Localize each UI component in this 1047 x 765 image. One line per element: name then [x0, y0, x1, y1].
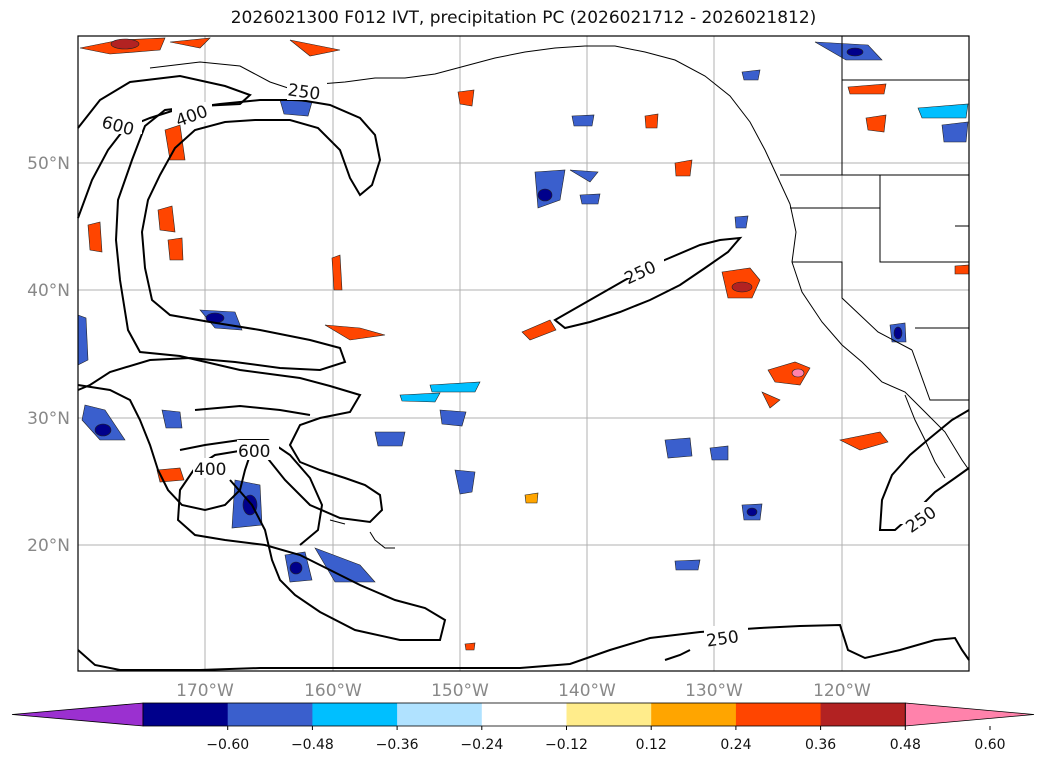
- gridlines: [78, 36, 969, 671]
- lon-label: 170°W: [176, 681, 234, 701]
- lon-label: 150°W: [431, 681, 489, 701]
- map-title: 2026021300 F012 IVT, precipitation PC (2…: [230, 8, 817, 28]
- colorbar-outline: [142, 702, 906, 727]
- map-area: [78, 36, 969, 671]
- lon-label: 160°W: [304, 681, 362, 701]
- lon-label: 140°W: [558, 681, 616, 701]
- colorbar-tick-label: 0.48: [890, 737, 921, 753]
- colorbar-tick-label: 0.12: [636, 737, 667, 753]
- lon-label: 120°W: [813, 681, 871, 701]
- colorbar: −0.60 −0.48 −0.36 −0.24 −0.12 0.12 0.24 0.36 0.4…: [11, 702, 1035, 753]
- colorbar-tick-label: −0.12: [545, 737, 588, 753]
- colorbar-tick-label: −0.36: [376, 737, 419, 753]
- lat-label: 30°N: [27, 409, 70, 429]
- colorbar-tick-label: −0.60: [206, 737, 249, 753]
- colorbar-tick-label: −0.24: [460, 737, 503, 753]
- contour-labels: 250 400 600 250 600 400 250 250: [100, 80, 942, 652]
- colorbar-tick-label: 0.36: [805, 737, 836, 753]
- longitude-labels: 170°W 160°W 150°W 140°W 130°W 120°W: [176, 681, 871, 701]
- colorbar-segment: [566, 703, 652, 726]
- contour-label: 250: [286, 80, 321, 104]
- colorbar-segment: [312, 703, 398, 726]
- lon-label: 130°W: [685, 681, 743, 701]
- colorbar-segment: [481, 703, 567, 726]
- latitude-labels: 50°N 40°N 30°N 20°N: [27, 154, 70, 556]
- lat-label: 20°N: [27, 536, 70, 556]
- precip-negative-blobs: [77, 41, 969, 583]
- colorbar-segment: [397, 703, 483, 726]
- colorbar-segment: [143, 703, 229, 726]
- colorbar-tick-label: 0.60: [974, 737, 1005, 753]
- colorbar-extend-low: [11, 702, 144, 727]
- precip-positive-blobs: [79, 37, 970, 651]
- lat-label: 40°N: [27, 281, 70, 301]
- colorbar-tick-label: −0.48: [291, 737, 334, 753]
- contour-label: 600: [238, 442, 270, 462]
- colorbar-tick-label: 0.24: [720, 737, 751, 753]
- colorbar-segment: [820, 703, 906, 726]
- colorbar-segment: [227, 703, 313, 726]
- colorbar-segment: [651, 703, 737, 726]
- map-frame: [77, 35, 970, 672]
- colorbar-segment: [735, 703, 822, 726]
- colorbar-extend-high: [904, 702, 1035, 727]
- contour-label: 400: [194, 460, 226, 480]
- contour-label: 250: [705, 627, 740, 651]
- lat-label: 50°N: [27, 154, 70, 174]
- coastlines: [149, 36, 970, 549]
